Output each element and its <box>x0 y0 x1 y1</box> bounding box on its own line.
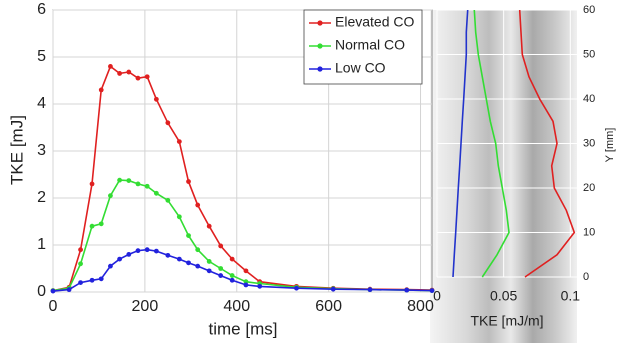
data-point <box>99 276 104 281</box>
data-point <box>126 70 131 75</box>
data-point <box>108 264 113 269</box>
data-point <box>108 193 113 198</box>
data-point <box>218 244 223 249</box>
data-point <box>67 287 72 292</box>
data-point <box>230 257 235 262</box>
data-point <box>207 259 212 264</box>
data-point <box>195 247 200 252</box>
chart: time [ms] TKE [mJ] TKE [mJ/m] Y [mm] 020… <box>0 0 622 347</box>
legend-label: Elevated CO <box>335 14 414 30</box>
data-point <box>126 178 131 183</box>
y-tick-label: 40 <box>583 93 595 105</box>
y-axis-label: TKE [mJ] <box>7 115 26 185</box>
data-point <box>108 64 113 69</box>
data-point <box>78 261 83 266</box>
data-point <box>154 97 159 102</box>
data-point <box>195 264 200 269</box>
data-point <box>51 289 56 294</box>
y-tick-label: 0 <box>583 271 589 283</box>
x-tick-label: 0 <box>49 298 58 315</box>
data-point <box>177 139 182 144</box>
data-point <box>207 224 212 229</box>
data-point <box>165 253 170 258</box>
data-point <box>136 76 141 81</box>
x-tick-label: 400 <box>223 298 250 315</box>
page: time [ms] TKE [mJ] TKE [mJ/m] Y [mm] 020… <box>0 0 622 347</box>
data-point <box>331 287 336 292</box>
series-line <box>53 250 432 291</box>
y-tick-label: 6 <box>37 1 46 18</box>
data-point <box>136 182 141 187</box>
data-point <box>145 247 150 252</box>
x-axis-label: time [ms] <box>209 319 278 338</box>
x-tick-label: 600 <box>315 298 342 315</box>
data-point <box>294 286 299 291</box>
data-point <box>186 233 191 238</box>
data-point <box>244 268 249 273</box>
legend-label: Normal CO <box>335 37 405 53</box>
data-point <box>136 248 141 253</box>
y-tick-label: 10 <box>583 226 595 238</box>
legend-label: Low CO <box>335 60 386 76</box>
legend-marker <box>317 66 322 71</box>
data-point <box>90 182 95 187</box>
data-point <box>165 198 170 203</box>
data-point <box>90 278 95 283</box>
y-tick-label: 20 <box>583 182 595 194</box>
data-point <box>117 71 122 76</box>
data-point <box>207 268 212 273</box>
data-point <box>195 203 200 208</box>
y-axis-label: Y [mm] <box>604 128 616 163</box>
data-point <box>117 178 122 183</box>
y-tick-label: 3 <box>37 142 46 159</box>
data-point <box>230 278 235 283</box>
data-point <box>78 280 83 285</box>
y-tick-label: 5 <box>37 48 46 65</box>
y-tick-label: 1 <box>37 236 46 253</box>
y-tick-label: 60 <box>583 4 595 16</box>
data-point <box>186 260 191 265</box>
legend-marker <box>317 20 322 25</box>
data-point <box>404 288 409 293</box>
legend-marker <box>317 43 322 48</box>
y-tick-label: 50 <box>583 48 595 60</box>
data-point <box>165 120 170 125</box>
data-point <box>78 247 83 252</box>
y-tick-label: 2 <box>37 189 46 206</box>
data-point <box>177 214 182 219</box>
data-point <box>218 273 223 278</box>
y-tick-label: 0 <box>37 283 46 300</box>
y-tick-label: 30 <box>583 137 595 149</box>
data-point <box>154 191 159 196</box>
data-point <box>145 74 150 79</box>
x-tick-label: 0 <box>433 288 441 304</box>
data-point <box>186 179 191 184</box>
data-point <box>126 252 131 257</box>
series-line <box>53 66 432 290</box>
data-point <box>218 266 223 271</box>
x-tick-label: 0.1 <box>561 288 581 304</box>
data-point <box>177 257 182 262</box>
data-point <box>154 249 159 254</box>
data-point <box>99 88 104 93</box>
data-point <box>99 221 104 226</box>
x-tick-label: 800 <box>407 298 434 315</box>
data-point <box>257 284 262 289</box>
y-tick-label: 4 <box>37 95 46 112</box>
data-point <box>145 184 150 189</box>
x-axis-label: TKE [mJ/m] <box>470 313 543 329</box>
x-tick-label: 200 <box>132 298 159 315</box>
x-tick-label: 0.05 <box>490 288 517 304</box>
data-point <box>117 257 122 262</box>
data-point <box>90 224 95 229</box>
data-point <box>244 283 249 288</box>
data-point <box>368 287 373 292</box>
data-point <box>230 273 235 278</box>
